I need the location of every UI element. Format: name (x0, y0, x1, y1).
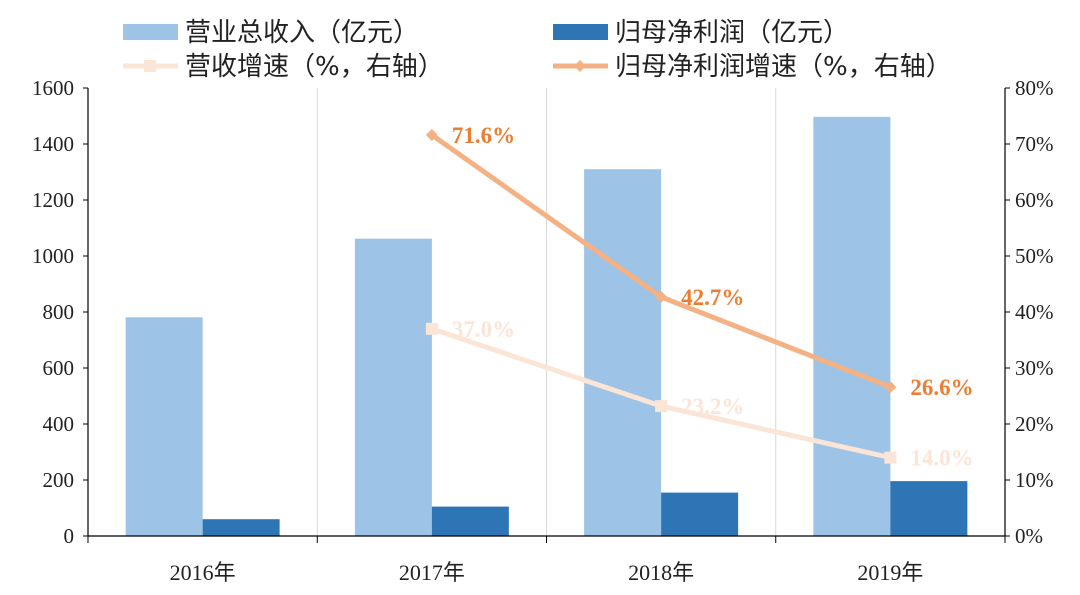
left-tick-label: 1000 (32, 244, 74, 268)
right-tick-label: 80% (1015, 76, 1054, 100)
right-tick-label: 60% (1015, 188, 1054, 212)
right-tick-label: 10% (1015, 468, 1054, 492)
bar-net-profit (431, 506, 509, 536)
revenue-growth-label: 37.0% (452, 317, 515, 342)
legend-net-profit-label: 归母净利润（亿元） (615, 18, 849, 48)
lines (425, 129, 897, 464)
bar-net-profit (890, 481, 968, 536)
legend-profit-growth-marker (574, 60, 586, 72)
profit-growth-marker (425, 129, 438, 142)
legend-revenue-growth-label: 营收增速（%，右轴） (185, 52, 444, 82)
bar-net-profit (202, 519, 280, 536)
bar-revenue (813, 116, 891, 536)
right-tick-label: 20% (1015, 412, 1054, 436)
right-tick-label: 30% (1015, 356, 1054, 380)
bar-revenue (584, 169, 662, 536)
legend-revenue-swatch (123, 24, 178, 40)
revenue-growth-label: 14.0% (910, 446, 973, 471)
profit-growth-marker (884, 381, 897, 394)
right-tick-label: 40% (1015, 300, 1054, 324)
profit-growth-label: 26.6% (910, 375, 973, 400)
profit-growth-label: 71.6% (452, 123, 515, 148)
right-tick-label: 50% (1015, 244, 1054, 268)
profit-growth-marker (655, 290, 668, 303)
right-tick-label: 70% (1015, 132, 1054, 156)
x-tick-label: 2019年 (857, 560, 923, 585)
legend-profit-growth-label: 归母净利润增速（%，右轴） (615, 52, 952, 82)
x-tick-label: 2016年 (170, 560, 236, 585)
revenue-growth-marker (884, 451, 897, 464)
gridlines (316, 88, 777, 536)
left-tick-label: 1600 (32, 76, 74, 100)
revenue-growth-marker (655, 400, 668, 413)
profit-growth-label: 42.7% (681, 285, 744, 310)
x-tick-label: 2018年 (628, 560, 694, 585)
left-tick-label: 200 (43, 468, 75, 492)
left-tick-label: 400 (43, 412, 75, 436)
left-tick-label: 600 (43, 356, 75, 380)
left-tick-label: 1200 (32, 188, 74, 212)
bars (125, 116, 968, 536)
bar-net-profit (661, 492, 739, 536)
right-tick-label: 0% (1015, 524, 1043, 548)
legend: 营业总收入（亿元） 归母净利润（亿元） 营收增速（%，右轴） 归母净利润增速（%，右轴… (123, 18, 952, 82)
revenue-growth-marker (425, 322, 438, 335)
left-tick-label: 800 (43, 300, 75, 324)
left-tick-label: 0 (64, 524, 75, 548)
legend-revenue-growth-marker (144, 60, 156, 72)
bar-revenue (125, 317, 203, 536)
x-tick-label: 2017年 (399, 560, 465, 585)
bar-revenue (354, 238, 432, 536)
revenue-growth-label: 23.2% (681, 394, 744, 419)
legend-net-profit-swatch (553, 24, 608, 40)
data-labels: 37.0% 23.2% 14.0% 71.6% 42.7% 26.6% (452, 123, 974, 471)
legend-revenue-label: 营业总收入（亿元） (185, 18, 419, 48)
axes: 0 200 400 600 800 1000 1200 1400 1600 0% 10% 20% 30%… (32, 76, 1054, 585)
left-tick-label: 1400 (32, 132, 74, 156)
